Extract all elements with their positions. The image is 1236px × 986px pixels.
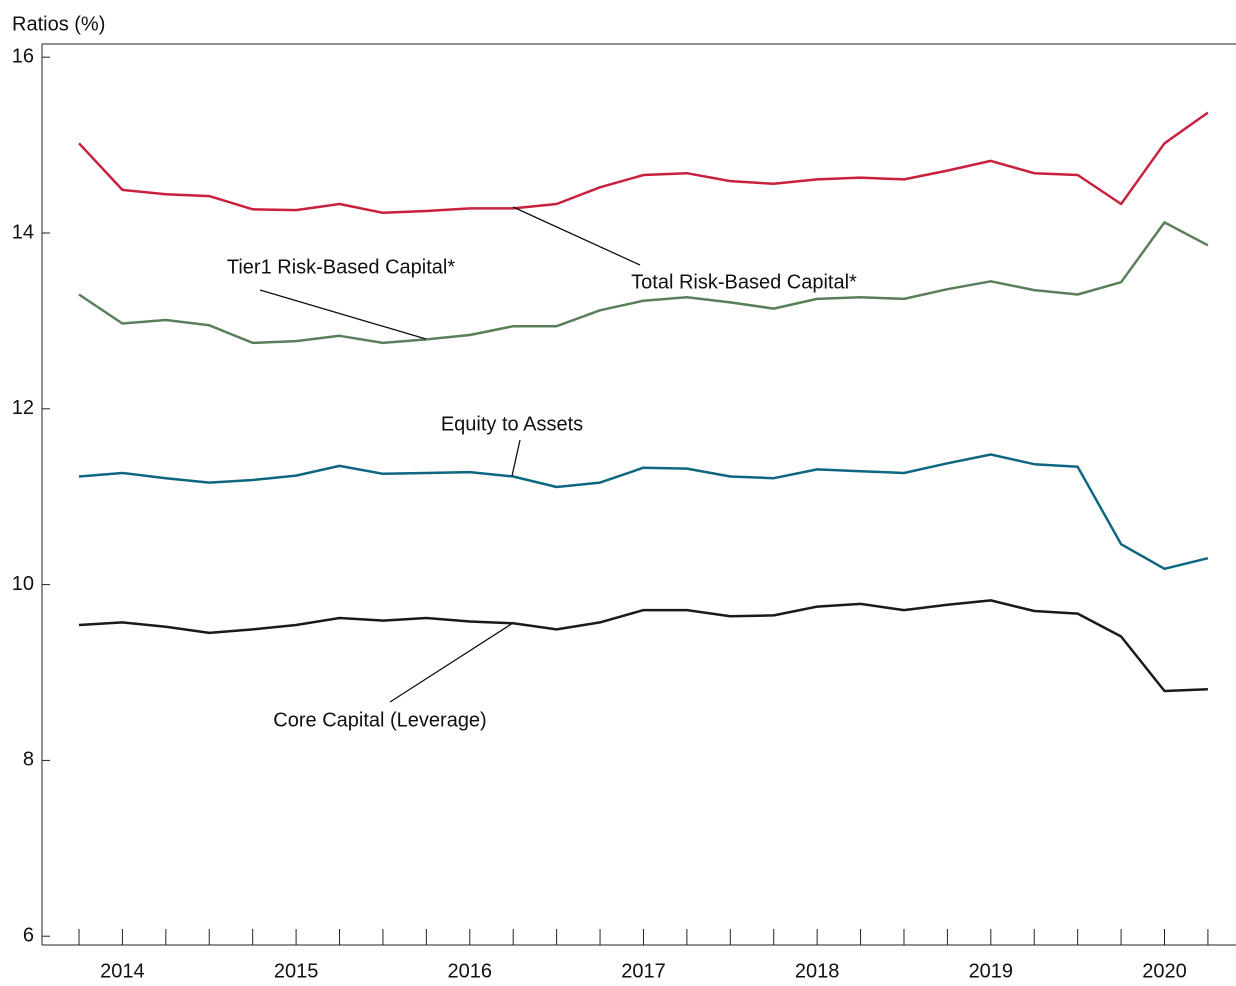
leader-line [389, 622, 514, 703]
y-tick-label: 6 [23, 924, 34, 946]
x-tick-label: 2018 [795, 960, 840, 982]
x-tick-label: 2014 [100, 960, 145, 982]
series-line [78, 221, 1209, 345]
x-tick-label: 2017 [621, 960, 666, 982]
series-label: Equity to Assets [441, 413, 583, 435]
y-tick-label: 12 [12, 397, 34, 419]
x-tick-label: 2020 [1142, 960, 1187, 982]
x-tick-label: 2016 [448, 960, 493, 982]
x-tick-label: 2019 [969, 960, 1014, 982]
y-tick-label: 10 [12, 573, 34, 595]
series-label: Core Capital (Leverage) [273, 709, 486, 731]
x-tick-label: 2015 [274, 960, 319, 982]
series-line [78, 453, 1209, 571]
y-tick-label: 8 [23, 749, 34, 771]
leader-line [511, 439, 521, 477]
series-line [78, 599, 1208, 693]
series-line [78, 111, 1209, 215]
series-label: Tier1 Risk-Based Capital* [227, 256, 455, 278]
y-tick-label: 14 [12, 221, 34, 243]
leader-line [512, 206, 641, 266]
series-label: Total Risk-Based Capital* [631, 271, 857, 293]
y-tick-label: 16 [12, 45, 34, 67]
y-axis-label: Ratios (%) [12, 13, 105, 35]
leader-line [259, 289, 427, 340]
